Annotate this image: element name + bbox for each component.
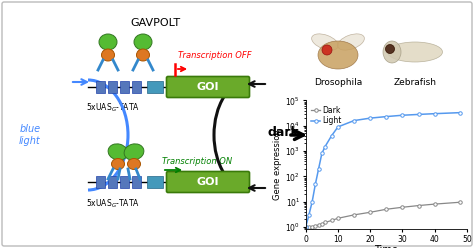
Bar	[96, 81, 105, 93]
Circle shape	[322, 45, 332, 55]
Y-axis label: Gene expression: Gene expression	[273, 129, 283, 200]
Ellipse shape	[311, 34, 338, 50]
X-axis label: Time: Time	[374, 245, 398, 248]
Light	[312, 183, 318, 186]
Bar	[132, 176, 141, 188]
Light	[416, 113, 421, 116]
FancyBboxPatch shape	[166, 76, 249, 97]
Light	[310, 200, 315, 203]
Text: dark: dark	[268, 125, 300, 138]
Ellipse shape	[124, 144, 144, 160]
Bar	[147, 81, 163, 93]
Dark	[383, 208, 389, 211]
Light	[335, 125, 341, 128]
Text: Transcription ON: Transcription ON	[162, 157, 232, 166]
Light	[432, 112, 438, 115]
Light	[351, 119, 357, 122]
Dark	[432, 203, 438, 206]
Bar	[147, 176, 163, 188]
Line: Dark: Dark	[304, 200, 462, 229]
Light	[316, 167, 321, 170]
Dark	[351, 213, 357, 216]
Dark	[322, 221, 328, 224]
Dark	[457, 201, 463, 204]
Ellipse shape	[383, 41, 401, 63]
Bar	[108, 176, 117, 188]
Light	[383, 115, 389, 118]
Text: 5xUAS$_G$-TATA: 5xUAS$_G$-TATA	[86, 102, 140, 115]
Ellipse shape	[137, 49, 149, 61]
Text: 5xUAS$_G$-TATA: 5xUAS$_G$-TATA	[86, 197, 140, 210]
Text: Drosophila: Drosophila	[314, 78, 362, 87]
Ellipse shape	[134, 34, 152, 50]
Dark	[310, 225, 315, 228]
Light	[306, 213, 312, 216]
Text: blue
light: blue light	[19, 124, 41, 146]
FancyBboxPatch shape	[2, 2, 472, 246]
Bar	[132, 81, 141, 93]
Light	[303, 225, 309, 228]
Light	[367, 117, 373, 120]
Bar	[108, 81, 117, 93]
Dark	[416, 204, 421, 207]
Ellipse shape	[388, 42, 443, 62]
Dark	[312, 224, 318, 227]
Light	[400, 114, 405, 117]
Light	[322, 145, 328, 148]
Light	[319, 152, 325, 155]
Dark	[328, 219, 334, 222]
Legend: Dark, Light: Dark, Light	[310, 104, 344, 127]
Ellipse shape	[101, 49, 115, 61]
Dark	[400, 206, 405, 209]
Dark	[335, 217, 341, 220]
Text: Zebrafish: Zebrafish	[393, 78, 437, 87]
Ellipse shape	[108, 144, 128, 160]
Dark	[306, 225, 312, 228]
Line: Light: Light	[304, 111, 462, 229]
Ellipse shape	[111, 158, 125, 169]
Light	[328, 134, 334, 137]
Bar	[120, 81, 129, 93]
Dark	[303, 225, 309, 228]
Dark	[319, 222, 325, 225]
Dark	[367, 211, 373, 214]
Text: GAVPOLT: GAVPOLT	[130, 18, 180, 28]
Text: GOI: GOI	[197, 82, 219, 92]
Circle shape	[385, 44, 394, 54]
Light	[457, 111, 463, 114]
FancyBboxPatch shape	[166, 172, 249, 192]
Bar	[120, 176, 129, 188]
Ellipse shape	[318, 41, 358, 69]
Bar	[96, 176, 105, 188]
Ellipse shape	[99, 34, 117, 50]
Text: GOI: GOI	[197, 177, 219, 187]
Ellipse shape	[337, 34, 365, 50]
Ellipse shape	[128, 158, 140, 169]
Dark	[316, 223, 321, 226]
Text: Transcription OFF: Transcription OFF	[178, 51, 252, 60]
